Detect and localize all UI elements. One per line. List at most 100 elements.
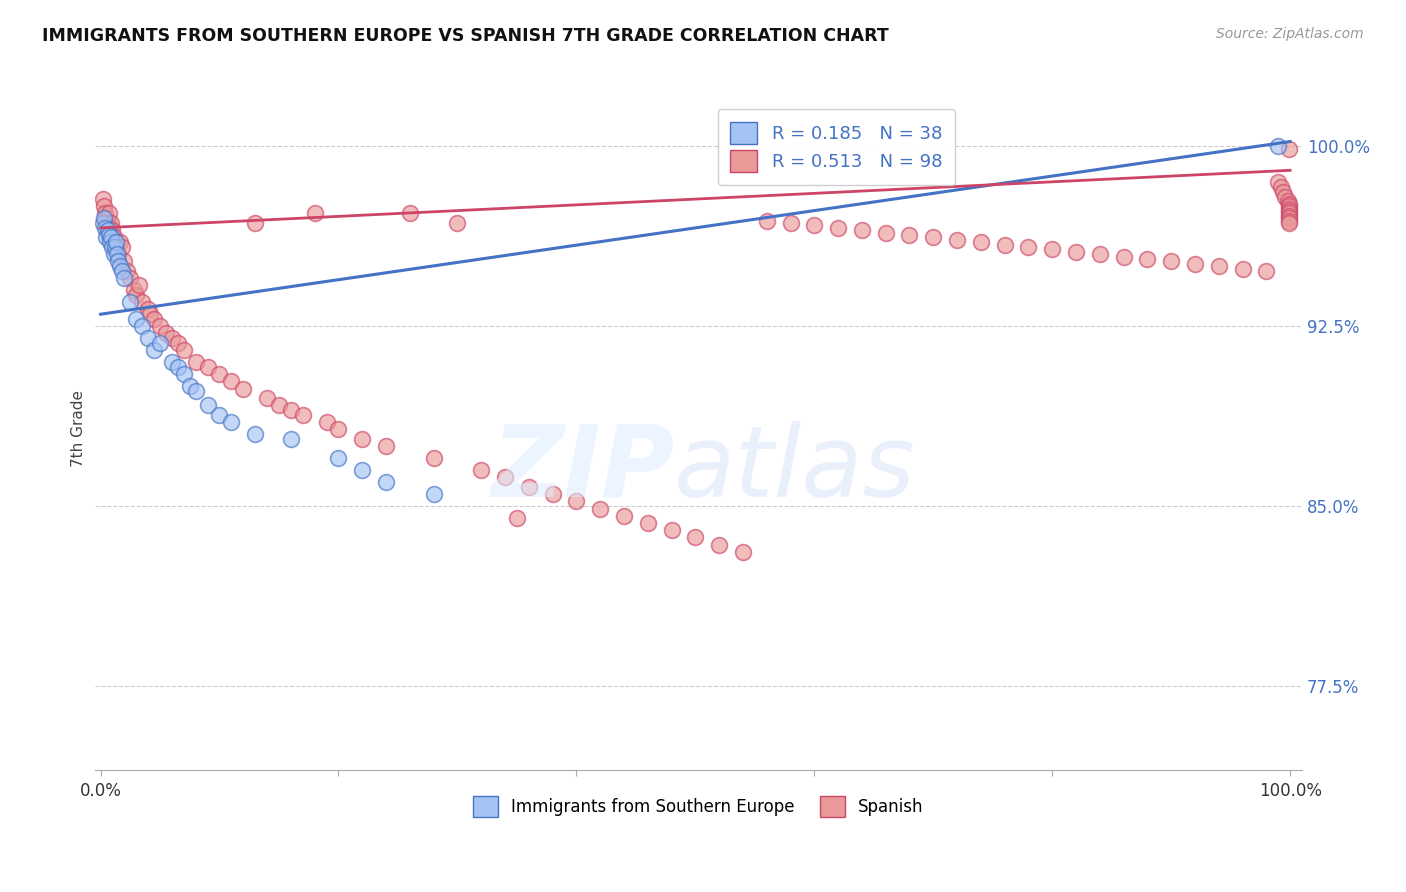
Point [541,487,564,501]
Point [1278,197,1301,211]
Text: 100.0%: 100.0% [1258,782,1322,800]
Point [93,199,115,213]
Point [898,228,921,243]
Point [875,226,897,240]
Point [1232,261,1254,276]
Point [112,271,135,285]
Point [315,415,337,429]
Point [122,283,145,297]
Point [1256,264,1278,278]
Point [1112,250,1135,264]
Point [506,511,529,525]
Point [256,391,278,405]
Point [125,288,148,302]
Point [779,216,801,230]
Point [280,403,302,417]
Point [208,408,231,422]
Point [422,451,444,466]
Point [922,230,945,244]
Point [96,211,118,226]
Point [1278,142,1301,156]
Point [375,475,398,490]
Point [149,336,172,351]
Point [143,343,166,358]
Point [160,331,183,345]
Point [131,319,153,334]
Point [1136,252,1159,266]
Point [160,355,183,369]
Point [827,220,849,235]
Point [232,382,254,396]
Point [1278,213,1301,227]
Point [661,523,683,537]
Point [352,432,374,446]
Point [94,220,117,235]
Point [1278,206,1301,220]
Text: ZIP: ZIP [491,421,673,517]
Point [120,271,142,285]
Point [139,307,162,321]
Point [105,247,128,261]
Point [91,216,114,230]
Point [946,233,969,247]
Point [589,501,612,516]
Point [108,260,131,274]
Point [221,375,243,389]
Point [291,408,314,422]
Point [565,494,588,508]
Point [149,319,172,334]
Point [173,343,195,358]
Point [184,384,207,398]
Point [112,254,135,268]
Point [179,379,201,393]
Point [166,359,188,374]
Point [93,211,115,226]
Point [173,368,195,382]
Point [517,480,540,494]
Point [1278,216,1301,230]
Point [97,216,120,230]
Point [803,219,825,233]
Point [97,206,120,220]
Point [136,302,159,317]
Point [375,439,398,453]
Point [111,264,134,278]
Text: atlas: atlas [673,421,915,517]
Point [104,235,127,250]
Point [104,235,127,250]
Point [1277,194,1299,209]
Point [111,240,134,254]
Point [107,254,129,268]
Point [128,278,150,293]
Point [131,295,153,310]
Point [120,295,142,310]
Legend: Immigrants from Southern Europe, Spanish: Immigrants from Southern Europe, Spanish [467,789,931,823]
Point [166,336,188,351]
Point [1267,175,1289,189]
Point [125,312,148,326]
Y-axis label: 7th Grade: 7th Grade [72,390,86,467]
Point [755,213,778,227]
Point [103,230,125,244]
Point [104,240,127,254]
Point [685,530,707,544]
Point [1272,185,1295,199]
Point [1274,190,1296,204]
Point [103,247,125,261]
Point [328,451,350,466]
Point [994,237,1017,252]
Point [970,235,993,250]
Point [104,240,127,254]
Point [184,355,207,369]
Point [1208,260,1230,274]
Text: Source: ZipAtlas.com: Source: ZipAtlas.com [1216,27,1364,41]
Point [91,192,114,206]
Point [221,415,243,429]
Point [101,240,124,254]
Point [155,326,177,341]
Point [1040,243,1063,257]
Point [1088,247,1111,261]
Point [197,359,219,374]
Point [197,398,219,412]
Point [107,247,129,261]
